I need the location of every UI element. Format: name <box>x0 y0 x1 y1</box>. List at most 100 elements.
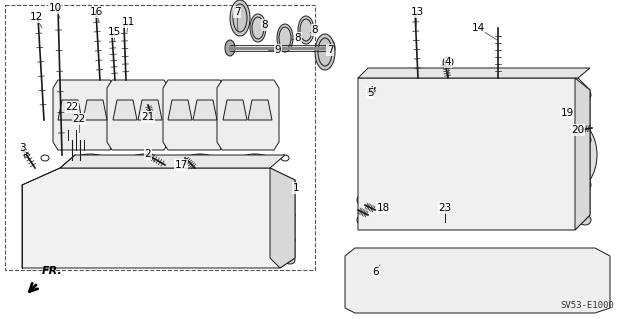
Ellipse shape <box>172 103 188 117</box>
Ellipse shape <box>562 69 568 75</box>
Polygon shape <box>575 78 590 230</box>
Ellipse shape <box>471 256 479 264</box>
Ellipse shape <box>73 104 95 126</box>
Ellipse shape <box>127 154 163 170</box>
Ellipse shape <box>285 256 295 264</box>
Ellipse shape <box>579 135 591 145</box>
Ellipse shape <box>197 103 213 117</box>
Polygon shape <box>113 100 137 120</box>
Text: 5: 5 <box>367 88 373 98</box>
Ellipse shape <box>227 103 243 117</box>
Ellipse shape <box>476 252 532 308</box>
Ellipse shape <box>425 258 469 302</box>
Ellipse shape <box>361 296 369 304</box>
Ellipse shape <box>366 89 374 97</box>
Ellipse shape <box>387 69 393 75</box>
Text: 3: 3 <box>19 143 26 153</box>
Ellipse shape <box>573 125 583 135</box>
Ellipse shape <box>362 252 418 308</box>
Ellipse shape <box>448 90 472 106</box>
Ellipse shape <box>325 40 335 56</box>
Polygon shape <box>83 100 107 120</box>
Text: 14: 14 <box>472 23 484 33</box>
Ellipse shape <box>230 97 266 133</box>
Ellipse shape <box>361 256 369 264</box>
Ellipse shape <box>357 195 367 205</box>
Ellipse shape <box>117 103 133 117</box>
Text: 12: 12 <box>29 12 43 22</box>
Ellipse shape <box>579 215 591 225</box>
Text: 10: 10 <box>49 3 61 13</box>
Ellipse shape <box>285 186 295 194</box>
Ellipse shape <box>127 188 163 212</box>
Ellipse shape <box>182 154 218 170</box>
Ellipse shape <box>579 90 591 100</box>
Ellipse shape <box>536 90 560 106</box>
Ellipse shape <box>127 104 149 126</box>
Ellipse shape <box>504 131 536 179</box>
Ellipse shape <box>416 90 440 106</box>
Ellipse shape <box>579 180 591 190</box>
Polygon shape <box>248 100 272 120</box>
Ellipse shape <box>551 103 575 127</box>
Text: 15: 15 <box>108 27 120 37</box>
Ellipse shape <box>526 256 534 264</box>
Ellipse shape <box>536 258 580 302</box>
Ellipse shape <box>526 110 554 130</box>
Ellipse shape <box>93 217 117 233</box>
Text: 9: 9 <box>275 45 282 55</box>
Ellipse shape <box>78 109 90 121</box>
Ellipse shape <box>72 154 108 170</box>
Ellipse shape <box>388 90 412 106</box>
Ellipse shape <box>176 97 212 133</box>
Ellipse shape <box>50 234 94 262</box>
Ellipse shape <box>68 125 76 135</box>
Ellipse shape <box>508 90 532 106</box>
Ellipse shape <box>87 103 103 117</box>
Ellipse shape <box>66 97 102 133</box>
Text: 8: 8 <box>312 25 318 35</box>
Ellipse shape <box>113 234 157 262</box>
Polygon shape <box>358 78 590 230</box>
Ellipse shape <box>192 188 228 212</box>
Ellipse shape <box>242 109 254 121</box>
Ellipse shape <box>441 208 449 222</box>
Polygon shape <box>193 100 217 120</box>
Ellipse shape <box>315 34 335 70</box>
Polygon shape <box>22 168 295 268</box>
Ellipse shape <box>576 296 584 304</box>
Ellipse shape <box>414 296 422 304</box>
Polygon shape <box>168 100 192 120</box>
Ellipse shape <box>419 252 475 308</box>
Ellipse shape <box>535 250 545 256</box>
Ellipse shape <box>298 16 314 44</box>
Text: 6: 6 <box>372 267 380 277</box>
Ellipse shape <box>443 57 453 67</box>
Ellipse shape <box>476 90 500 106</box>
Ellipse shape <box>530 252 586 308</box>
Text: 18: 18 <box>376 203 390 213</box>
Ellipse shape <box>438 120 486 190</box>
Ellipse shape <box>62 103 78 117</box>
Ellipse shape <box>471 110 499 130</box>
Ellipse shape <box>277 24 293 52</box>
Ellipse shape <box>471 296 479 304</box>
Text: 11: 11 <box>122 17 134 27</box>
Ellipse shape <box>225 40 235 56</box>
Ellipse shape <box>446 131 478 179</box>
Ellipse shape <box>120 97 156 133</box>
Ellipse shape <box>368 258 412 302</box>
Ellipse shape <box>366 110 394 130</box>
Ellipse shape <box>248 217 272 233</box>
Polygon shape <box>60 155 285 168</box>
Ellipse shape <box>62 188 98 212</box>
Ellipse shape <box>550 182 586 208</box>
Ellipse shape <box>357 215 367 225</box>
Text: 16: 16 <box>90 7 102 17</box>
Ellipse shape <box>132 109 144 121</box>
Polygon shape <box>58 100 82 120</box>
Ellipse shape <box>372 182 408 208</box>
Polygon shape <box>217 80 279 150</box>
Ellipse shape <box>414 256 422 264</box>
Ellipse shape <box>460 250 470 256</box>
